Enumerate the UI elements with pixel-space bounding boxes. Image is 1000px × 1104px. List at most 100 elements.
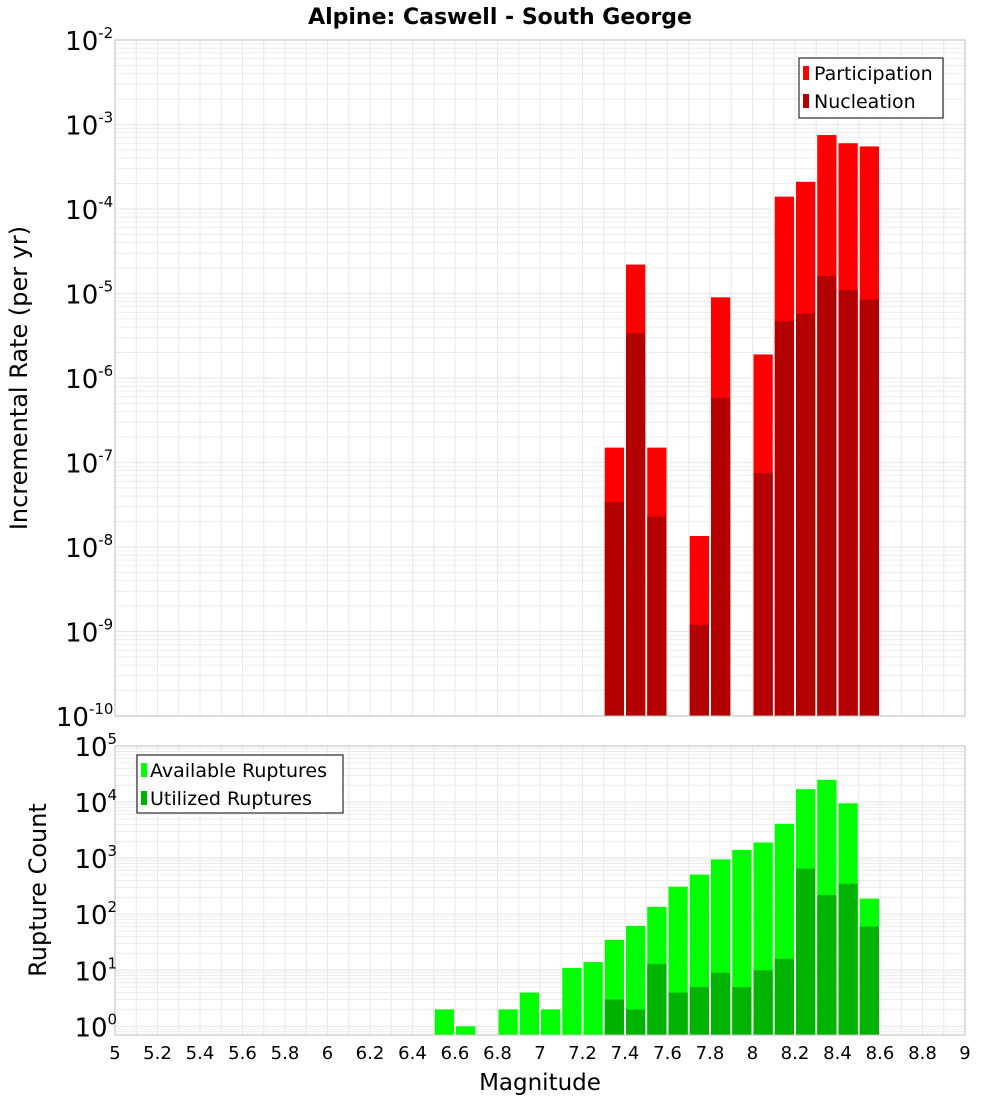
nucleation-bar: [774, 321, 794, 716]
y-tick-exponent: -4: [98, 193, 113, 211]
count-plot-y-label: Rupture Count: [24, 803, 52, 977]
available-rupture-bar: [562, 967, 582, 1035]
y-tick-label: 101: [74, 954, 117, 987]
x-tick-label: 5.6: [228, 1043, 257, 1064]
nucleation-bar: [689, 624, 709, 716]
nucleation-bar: [753, 473, 773, 716]
x-tick-label: 5.2: [143, 1043, 172, 1064]
y-tick-label: 10-7: [65, 447, 113, 480]
utilized-rupture-bar: [774, 958, 794, 1035]
rate-plot-bars: [604, 135, 879, 717]
x-tick-label: 6: [322, 1043, 333, 1064]
y-tick-label: 10-5: [65, 278, 113, 311]
rate-plot-grid: [115, 40, 965, 716]
y-tick-base: 10: [65, 619, 98, 649]
available-rupture-bar: [519, 992, 539, 1035]
rate-legend-box: [798, 57, 944, 119]
x-tick-label: 7.8: [696, 1043, 725, 1064]
y-tick-exponent: 5: [108, 730, 118, 748]
utilized-rupture-bar: [838, 883, 858, 1035]
count-plot-bars: [434, 779, 879, 1035]
y-tick-exponent: -7: [98, 447, 113, 465]
y-tick-exponent: 1: [108, 954, 118, 972]
x-axis-label: Magnitude: [479, 1070, 601, 1096]
utilized-rupture-bar: [668, 992, 688, 1035]
available-rupture-bar: [626, 925, 646, 1035]
utilized-rupture-bar: [689, 987, 709, 1035]
nucleation-legend-swatch: [803, 94, 809, 108]
y-tick-exponent: -10: [89, 700, 114, 718]
participation-legend-swatch: [803, 66, 809, 80]
y-tick-base: 10: [74, 901, 107, 931]
y-tick-label: 104: [74, 786, 117, 819]
y-tick-base: 10: [65, 534, 98, 564]
y-tick-label: 105: [74, 730, 117, 763]
x-tick-label: 6.8: [483, 1043, 512, 1064]
utilized-rupture-bar: [796, 868, 816, 1035]
x-tick-label: 8.8: [908, 1043, 937, 1064]
x-tick-label: 6.2: [356, 1043, 385, 1064]
x-tick-label: 6.6: [441, 1043, 470, 1064]
x-tick-label: 7.6: [653, 1043, 682, 1064]
x-tick-label: 7.4: [611, 1043, 640, 1064]
y-tick-label: 10-3: [65, 109, 113, 142]
count-plot-frame: [114, 745, 966, 1036]
count-legend-box: [136, 754, 344, 814]
x-tick-label: 8.6: [866, 1043, 895, 1064]
count-legend: Available Ruptures Utilized Ruptures: [136, 754, 344, 814]
utilized-rupture-bar: [626, 1009, 646, 1035]
x-tick-label: 8.4: [823, 1043, 852, 1064]
utilized-rupture-bar: [753, 970, 773, 1035]
nucleation-bar: [796, 313, 816, 716]
rate-plot-frame: [114, 39, 966, 717]
utilized-rupture-bar: [711, 972, 731, 1035]
y-tick-exponent: -3: [98, 109, 113, 127]
nucleation-bar: [859, 299, 879, 716]
y-tick-base: 10: [65, 281, 98, 311]
nucleation-bar: [817, 276, 837, 716]
y-tick-base: 10: [65, 196, 98, 226]
nucleation-bar: [711, 397, 731, 716]
available-rupture-bar: [583, 962, 603, 1035]
y-tick-label: 10-6: [65, 362, 113, 395]
y-tick-base: 10: [65, 450, 98, 480]
x-tick-label: 7.2: [568, 1043, 597, 1064]
y-tick-exponent: 3: [108, 842, 118, 860]
nucleation-bar: [604, 502, 624, 716]
utilized-rupture-bar: [647, 963, 667, 1035]
available-legend-swatch: [141, 763, 147, 777]
x-tick-label: 9: [959, 1043, 970, 1064]
chart-title: Alpine: Caswell - South George: [308, 5, 692, 30]
y-tick-label: 103: [74, 842, 117, 875]
utilized-legend-label: Utilized Ruptures: [150, 788, 312, 810]
y-tick-base: 10: [65, 27, 98, 57]
y-tick-base: 10: [74, 845, 107, 875]
x-tick-label: 5.8: [271, 1043, 300, 1064]
utilized-legend-swatch: [141, 791, 147, 805]
available-legend-label: Available Ruptures: [150, 760, 327, 782]
y-tick-label: 10-8: [65, 531, 113, 564]
rate-plot-y-label: Incremental Rate (per yr): [5, 226, 33, 530]
utilized-rupture-bar: [859, 926, 879, 1035]
x-tick-label: 8: [747, 1043, 758, 1064]
y-tick-exponent: -5: [98, 278, 113, 296]
y-tick-label: 10-10: [56, 700, 114, 733]
x-tick-label: 5: [109, 1043, 120, 1064]
x-tick-label: 7: [534, 1043, 545, 1064]
available-rupture-bar: [456, 1026, 476, 1035]
available-rupture-bar: [541, 1009, 561, 1035]
y-tick-base: 10: [65, 112, 98, 142]
y-tick-label: 10-4: [65, 193, 113, 226]
y-tick-exponent: 2: [108, 898, 118, 916]
y-tick-exponent: -9: [98, 616, 113, 634]
y-tick-base: 10: [74, 957, 107, 987]
utilized-rupture-bar: [732, 987, 752, 1035]
count-plot-x-ticks: 5 5.2 5.4 5.6 5.8 6 6.2 6.4 6.6 6.8 7 7.2 7.4 7.6 7.8 8…: [109, 1043, 970, 1064]
y-tick-base: 10: [56, 703, 89, 733]
nucleation-legend-label: Nucleation: [814, 91, 916, 113]
